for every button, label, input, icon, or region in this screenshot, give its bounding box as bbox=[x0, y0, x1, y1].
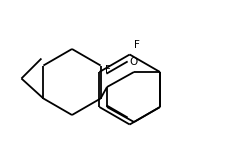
Text: F: F bbox=[105, 65, 111, 75]
Text: O: O bbox=[130, 57, 138, 67]
Text: F: F bbox=[134, 40, 139, 49]
